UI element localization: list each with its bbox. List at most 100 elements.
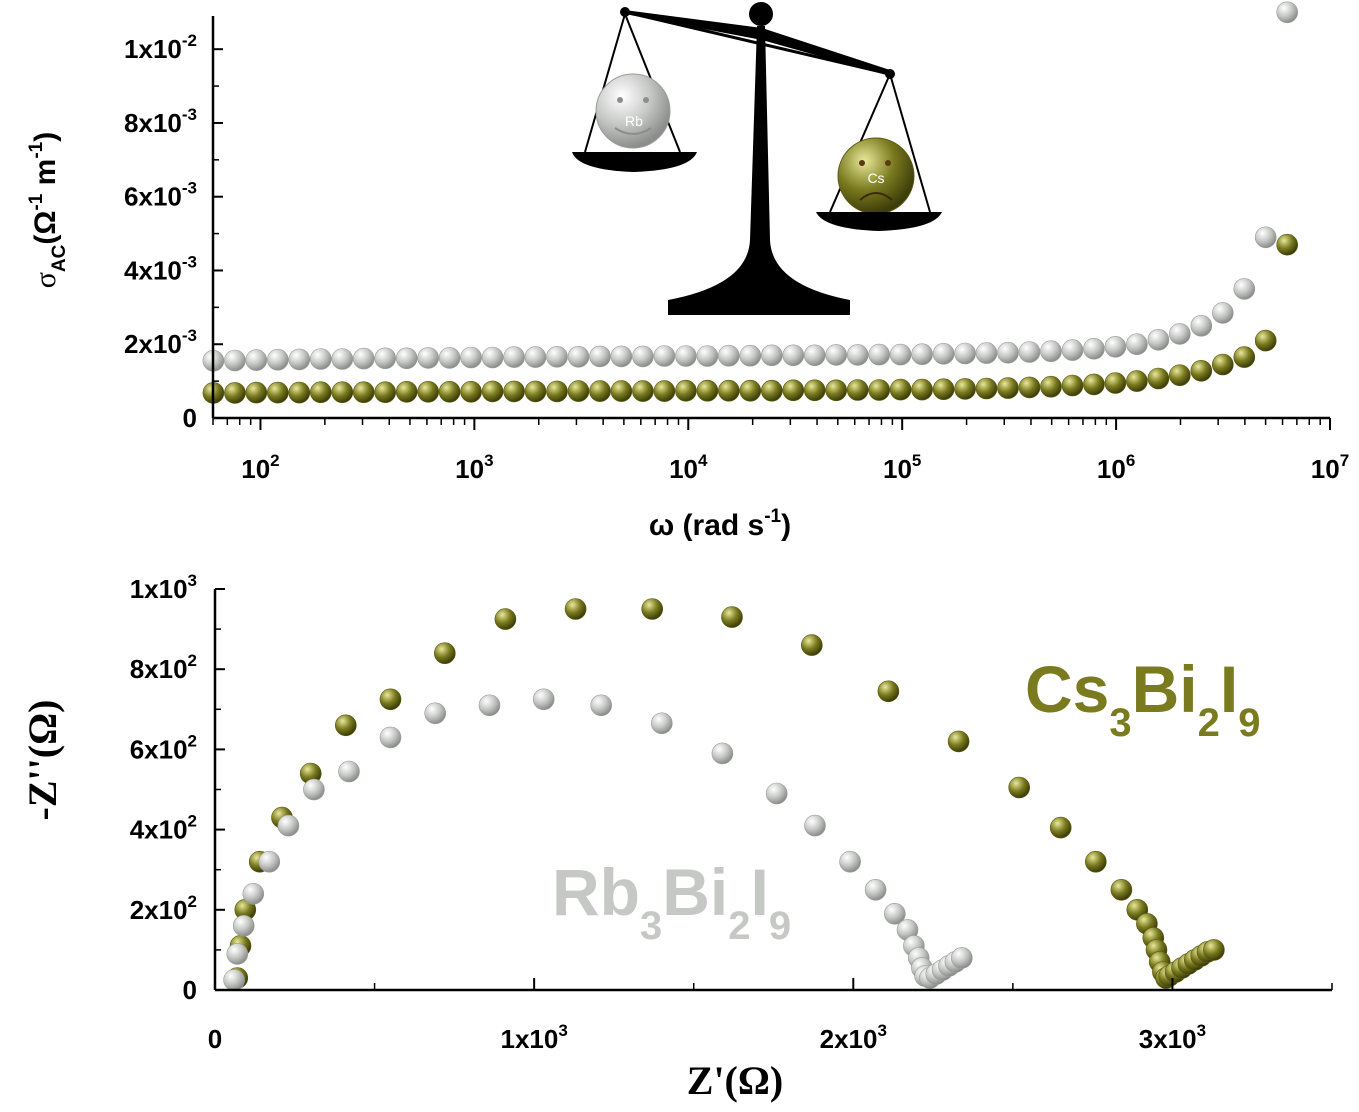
nyquist-y-tick-label: 6x102 [130,731,197,764]
rb-conductivity-point [889,343,912,366]
rb-conductivity-point [352,347,375,370]
cs-conductivity-point [1169,364,1191,387]
cs-nyquist-point [1049,816,1072,839]
rb-conductivity-point [589,345,611,368]
rb-conductivity-point [803,344,826,367]
cs3bi2i9-series-label: Cs3Bi2I9 [1025,652,1260,745]
cs-conductivity-point [546,380,568,403]
rb-conductivity-point [546,345,568,368]
nyquist-points [223,598,1225,991]
cs-nyquist-point [947,730,970,753]
cs-conductivity-point [352,381,375,404]
rb-conductivity-point [825,344,848,366]
conductivity-y-tick-label: 8x10-3 [124,105,197,138]
cs-conductivity-point [1212,353,1234,376]
rb-conductivity-point [1040,340,1062,363]
cs-nyquist-point [641,598,664,620]
rb-conductivity-point [975,342,998,364]
conductivity-x-axis-title: ω (rad s-1) [649,506,791,542]
rb-conductivity-point [288,348,311,371]
conductivity-points [202,1,1298,404]
rb-nyquist-point [226,943,249,965]
rb-face-eye-left [617,97,623,103]
cs-conductivity-point [288,381,311,404]
cs-conductivity-point [331,381,354,404]
cs-conductivity-point [1190,359,1213,382]
cs-nyquist-point [1085,850,1107,873]
conductivity-x-tick-label: 104 [669,451,708,484]
rb-nyquist-point [532,688,555,711]
rb-nyquist-point [242,882,265,905]
rb-conductivity-point [675,345,697,367]
nyquist-chart: 0 2x102 4x102 6x102 8x102 1x103 0 1x103 2x103 3x1… [20,571,1333,1103]
cs-nyquist-point [433,642,456,665]
conductivity-x-tick-label: 102 [241,451,279,484]
nyquist-axes: 0 2x102 4x102 6x102 8x102 1x103 0 1x103 2x103 3x1… [130,571,1333,1054]
cs-conductivity-point [503,380,525,403]
rb-nyquist-point [478,694,501,717]
left-pan-string-1 [584,13,626,153]
cs-conductivity-point [696,379,719,402]
nyquist-x-tick-label: 0 [208,1024,222,1054]
conductivity-x-tick-label: 105 [883,451,921,484]
rb-nyquist-point [424,702,447,725]
conductivity-axes: 0 2x10-3 4x10-3 6x10-3 8x10-3 1x10-2 102 103 104… [124,16,1349,484]
rb3bi2i9-series-label: Rb3Bi2I9 [552,855,791,948]
rb-nyquist-point [379,726,402,749]
cs-nyquist-point [1008,776,1031,799]
cs-nyquist-point [334,714,357,737]
cs-conductivity-point [717,379,740,402]
rb-conductivity-point [331,348,354,370]
conductivity-x-tick-label: 103 [455,451,493,484]
rb-conductivity-point [717,344,740,367]
right-pan [816,212,942,231]
rb-conductivity-point [374,347,397,370]
rb-conductivity-point [1083,337,1105,360]
rb-nyquist-point [765,782,788,805]
cs-face-frown [859,192,893,201]
nyquist-y-tick-label: 1x103 [130,571,197,604]
cs-conductivity-point [589,380,611,402]
rb-conductivity-point [696,345,719,367]
rb-conductivity-point [1018,341,1041,363]
nyquist-x-tick-label: 3x103 [1139,1021,1206,1054]
cs-conductivity-point [803,379,826,402]
nyquist-x-axis-title: Z'(Ω) [687,1058,783,1103]
rb-nyquist-point [711,742,734,765]
cs-conductivity-point [266,381,289,404]
rb-conductivity-point [1233,278,1256,300]
nyquist-x-tick-label: 1x103 [500,1021,567,1054]
cs-conductivity-point [1061,374,1084,397]
cs-nyquist-point [564,598,587,620]
cs-conductivity-point [1104,372,1127,394]
cs-conductivity-point [1233,346,1256,368]
cs-conductivity-point [1083,373,1105,396]
cs-conductivity-point [1276,233,1298,256]
cs-conductivity-point [911,378,933,401]
balance-scale-illustration: Rb Cs [572,2,942,315]
conductivity-x-tick-label: 107 [1311,451,1349,484]
cs-conductivity-point [481,380,504,403]
cs-conductivity-point [374,381,397,404]
rb-nyquist-point [804,814,826,837]
rb-conductivity-point [632,345,654,368]
rb-nyquist-point [590,694,613,717]
rb-nyquist-point [950,947,973,969]
cs-conductivity-point [309,381,332,404]
conductivity-y-axis-title: σAC(Ω-1 m-1) [26,132,70,289]
rb-face-label: Rb [625,113,643,129]
cs-conductivity-point [760,379,783,402]
cs-nyquist-point [1203,939,1225,961]
cs-conductivity-point [932,378,955,401]
scale-beam-end-left [620,7,630,17]
cs-face-label: Cs [867,170,884,186]
cs-conductivity-point [1018,376,1041,399]
cs-nyquist-point [379,688,402,711]
rb-conductivity-point [1254,226,1277,249]
rb-nyquist-point [650,712,673,735]
cs-conductivity-point [782,379,805,402]
nyquist-y-tick-label: 2x102 [130,892,197,925]
rb-conductivity-point [868,343,891,366]
rb-ball [595,73,671,149]
cs-conductivity-point [739,379,762,402]
